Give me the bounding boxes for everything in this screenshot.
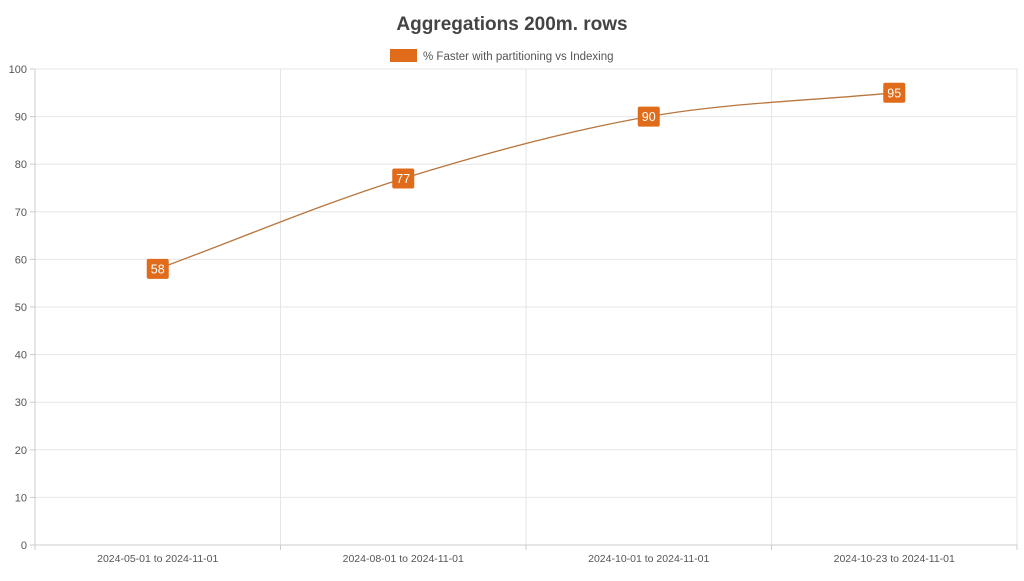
x-tick-label: 2024-08-01 to 2024-11-01 [343, 553, 464, 565]
data-point[interactable]: 90 [637, 106, 660, 127]
data-labels: 58 77 90 95 [146, 82, 906, 279]
axes: 0 10 20 30 40 50 60 70 80 90 100 2024-05-01 to 2024… [9, 64, 1018, 565]
data-label-box [637, 106, 660, 127]
data-label: 58 [151, 262, 165, 276]
x-tick-label: 2024-10-01 to 2024-11-01 [588, 553, 709, 565]
data-label-box [392, 168, 415, 189]
y-tick-label: 20 [15, 445, 27, 457]
y-tick-label: 0 [21, 540, 27, 552]
y-tick-label: 10 [15, 492, 27, 504]
y-tick-label: 100 [9, 64, 27, 76]
y-tick-label: 40 [15, 350, 27, 362]
data-label: 77 [396, 172, 410, 186]
grid [35, 68, 1018, 545]
data-point[interactable]: 95 [883, 82, 906, 103]
data-point[interactable]: 77 [392, 168, 415, 189]
y-tick-label: 30 [15, 397, 27, 409]
x-tick-label: 2024-05-01 to 2024-11-01 [97, 553, 218, 565]
legend-swatch [390, 49, 417, 62]
data-label-box [146, 258, 169, 279]
y-tick-label: 70 [15, 207, 27, 219]
legend-label: % Faster with partitioning vs Indexing [423, 51, 613, 63]
legend[interactable]: % Faster with partitioning vs Indexing [390, 49, 613, 63]
y-tick-label: 50 [15, 302, 27, 314]
data-point[interactable]: 58 [146, 258, 169, 279]
chart-title: Aggregations 200m. rows [396, 14, 627, 35]
x-tick-label: 2024-10-23 to 2024-11-01 [834, 553, 955, 565]
y-tick-label: 80 [15, 159, 27, 171]
series [157, 92, 895, 270]
data-label: 95 [887, 86, 901, 100]
data-label-box [883, 82, 906, 103]
y-tick-label: 60 [15, 254, 27, 266]
data-label: 90 [642, 110, 656, 124]
series-line [157, 92, 895, 270]
y-tick-label: 90 [15, 112, 27, 124]
